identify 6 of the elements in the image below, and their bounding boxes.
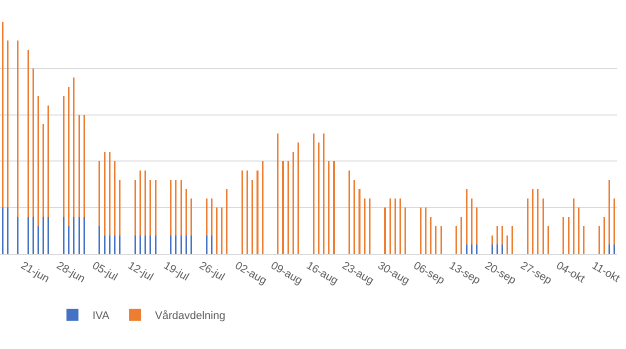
x-tick-label: 12-jul bbox=[126, 260, 156, 284]
legend-label: Vårdavdelning bbox=[155, 310, 226, 322]
x-tick-label: 19-jul bbox=[161, 260, 191, 284]
legend-label: IVA bbox=[92, 310, 110, 322]
x-tick-label: 26-jul bbox=[197, 260, 226, 284]
x-tick-label: 05-jul bbox=[90, 260, 120, 284]
